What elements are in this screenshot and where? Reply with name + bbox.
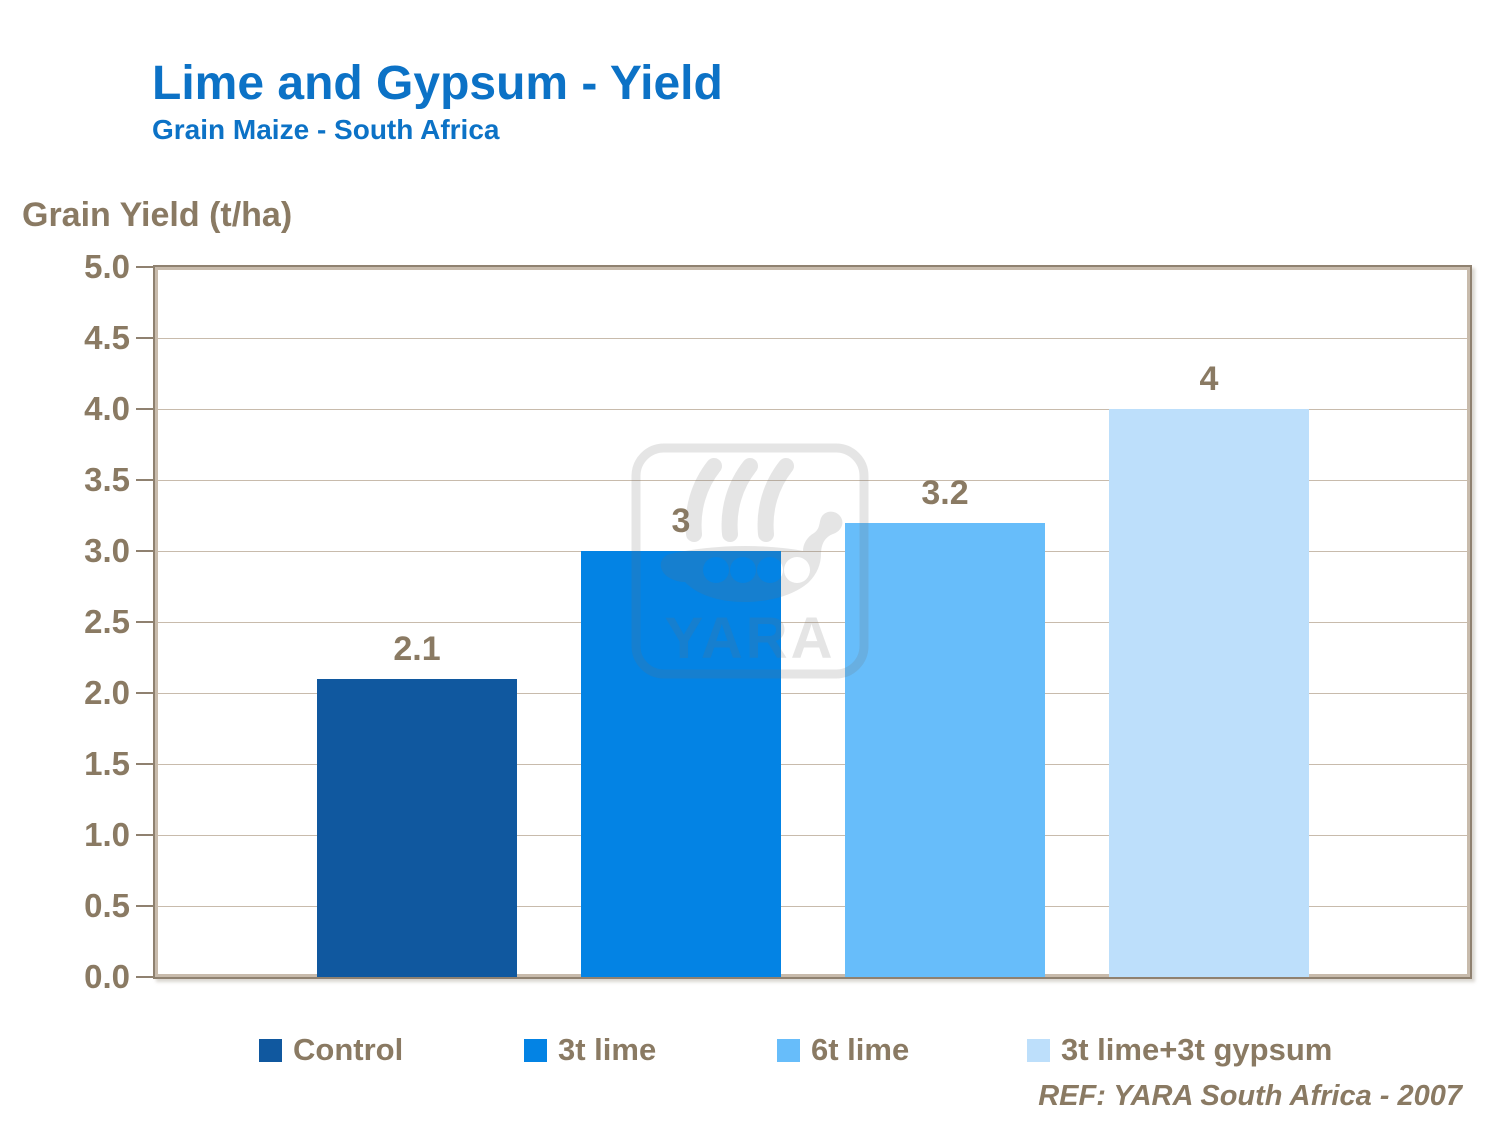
y-tick-mark [136, 692, 153, 694]
gridline [155, 692, 1470, 694]
y-tick-mark [136, 763, 153, 765]
y-tick-mark [136, 266, 153, 268]
bar-3t-lime [581, 551, 781, 977]
gridline [155, 408, 1470, 410]
page-title: Lime and Gypsum - Yield [152, 57, 723, 110]
y-tick-label: 0.5 [84, 887, 130, 924]
y-tick-mark [136, 337, 153, 339]
y-tick-mark [136, 976, 153, 978]
legend-label: 3t lime+3t gypsum [1061, 1032, 1333, 1067]
legend-swatch [524, 1038, 547, 1062]
y-tick-label: 4.5 [84, 319, 130, 356]
y-tick-label: 4.0 [84, 390, 130, 427]
bar-value-label: 4 [1199, 360, 1219, 398]
y-tick-label: 5.0 [84, 248, 130, 285]
legend-item-6t-lime: 6t lime [777, 1028, 909, 1072]
legend-label: Control [293, 1032, 404, 1067]
gridline [155, 763, 1470, 765]
gridline [155, 550, 1470, 552]
y-tick-mark [136, 550, 153, 552]
legend-item-3t-lime: 3t lime [524, 1028, 656, 1072]
y-tick-mark [136, 621, 153, 623]
y-tick-label: 1.5 [84, 745, 130, 782]
reference-note: REF: YARA South Africa - 2007 [1038, 1080, 1462, 1112]
y-tick-label: 3.0 [84, 532, 130, 569]
legend-label: 3t lime [558, 1032, 657, 1067]
legend-item-3t-lime-3t-gypsum: 3t lime+3t gypsum [1027, 1028, 1332, 1072]
y-tick-label: 3.5 [84, 461, 130, 498]
legend-swatch [1027, 1038, 1050, 1062]
bar-3t-lime-3t-gypsum [1109, 409, 1309, 977]
gridline [155, 479, 1470, 481]
y-axis-title: Grain Yield (t/ha) [22, 196, 293, 234]
gridline [155, 337, 1470, 339]
bar-value-label: 2.1 [393, 629, 441, 668]
y-tick-mark [136, 408, 153, 410]
bar-control [317, 678, 517, 977]
legend-label: 6t lime [811, 1032, 910, 1067]
legend-swatch [259, 1038, 282, 1062]
legend-item-control: Control [259, 1028, 403, 1072]
gridline [155, 621, 1470, 623]
bar-6t-lime [845, 522, 1045, 977]
page-subtitle: Grain Maize - South Africa [152, 114, 500, 145]
y-tick-mark [136, 905, 153, 907]
plot-area: 0.0 0.5 1.0 1.5 2.0 2.5 3.0 3.5 4.0 4.5 5.0 2.1 3 3.… [84, 249, 1472, 995]
y-tick-label: 2.0 [84, 674, 130, 711]
y-tick-mark [136, 479, 153, 481]
legend: Control 3t lime 6t lime 3t lime+3t gypsum [0, 1028, 1500, 1072]
gridline [155, 905, 1470, 907]
y-tick-label: 1.0 [84, 816, 130, 853]
bar-value-label: 3.2 [921, 473, 969, 512]
gridline [155, 834, 1470, 836]
y-tick-label: 0.0 [84, 958, 130, 995]
y-tick-mark [136, 834, 153, 836]
legend-swatch [777, 1038, 800, 1062]
bar-value-label: 3 [671, 502, 691, 540]
y-tick-label: 2.5 [84, 603, 130, 640]
